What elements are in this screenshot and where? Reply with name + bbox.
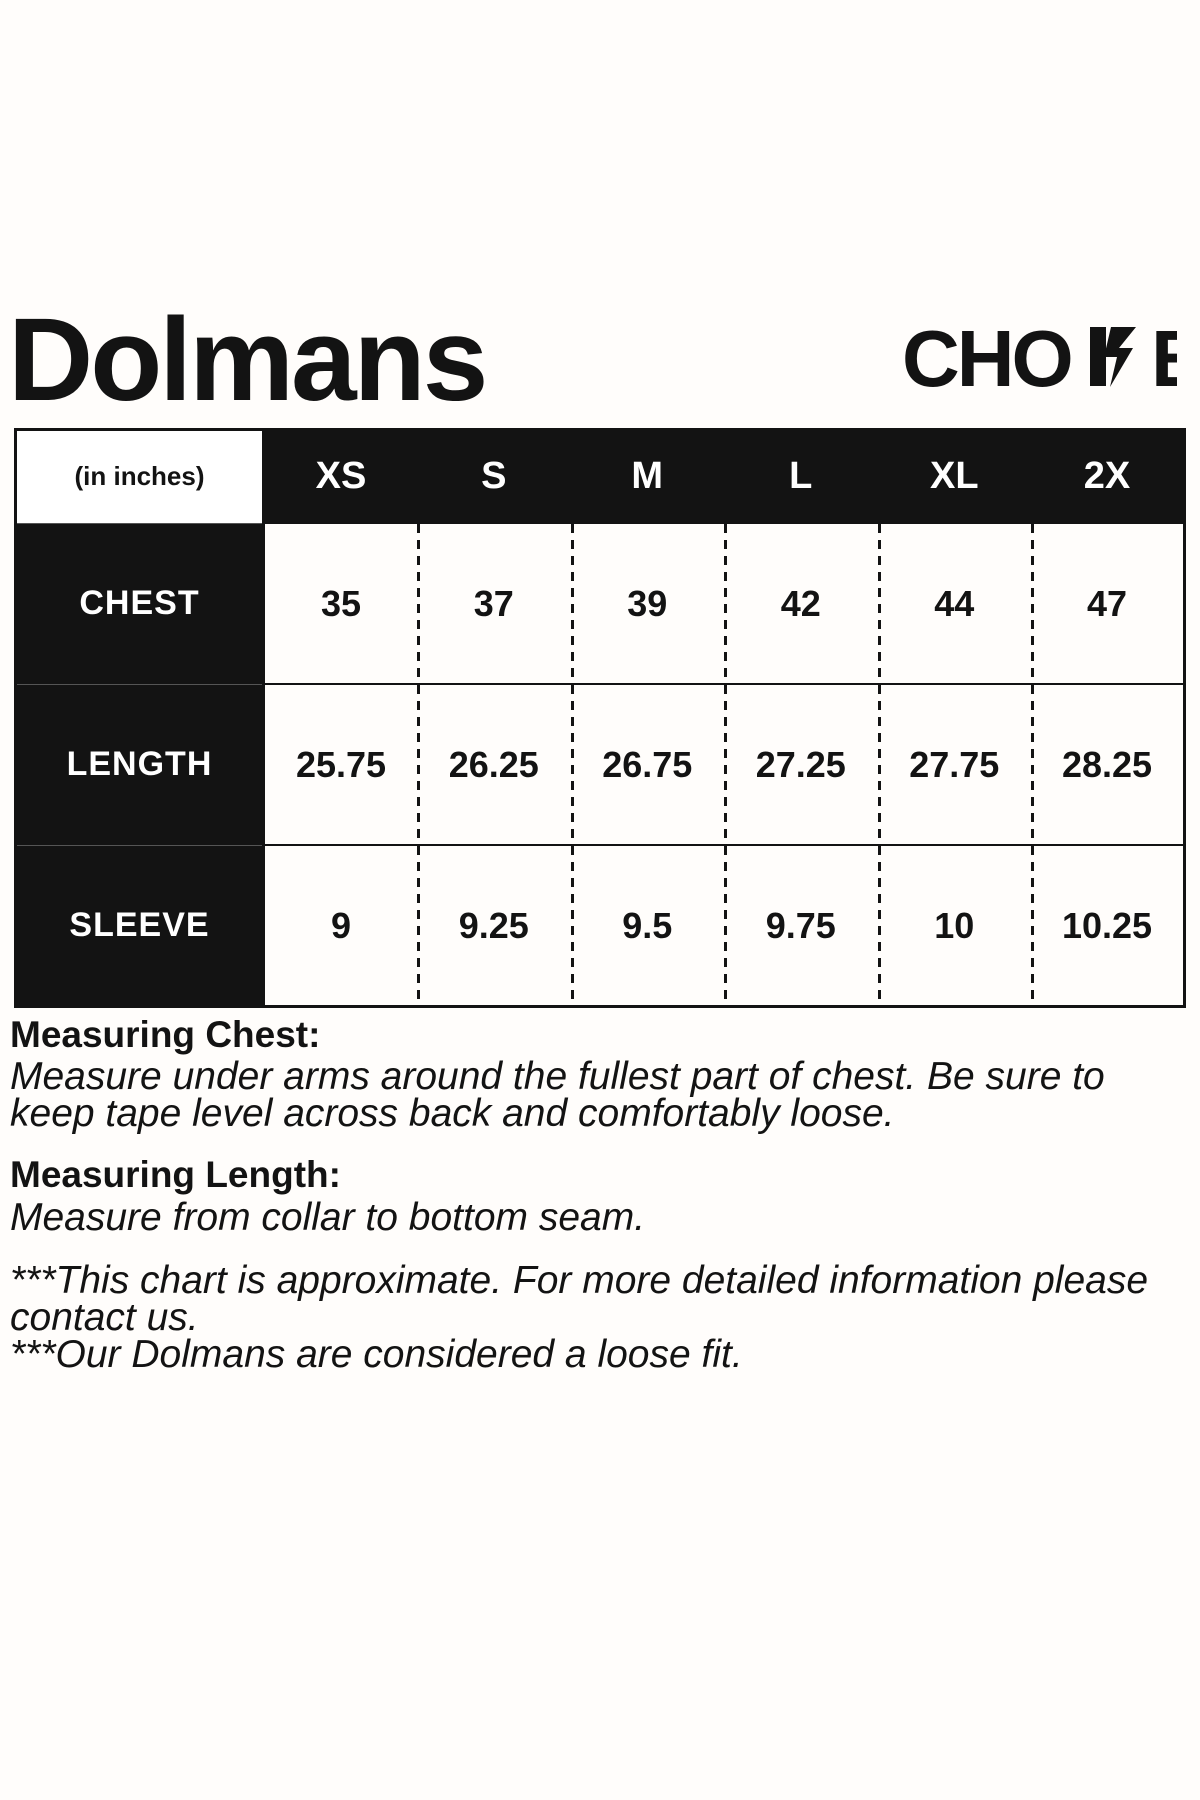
svg-text:CHO: CHO <box>905 318 1071 400</box>
svg-text:E: E <box>1151 318 1177 400</box>
